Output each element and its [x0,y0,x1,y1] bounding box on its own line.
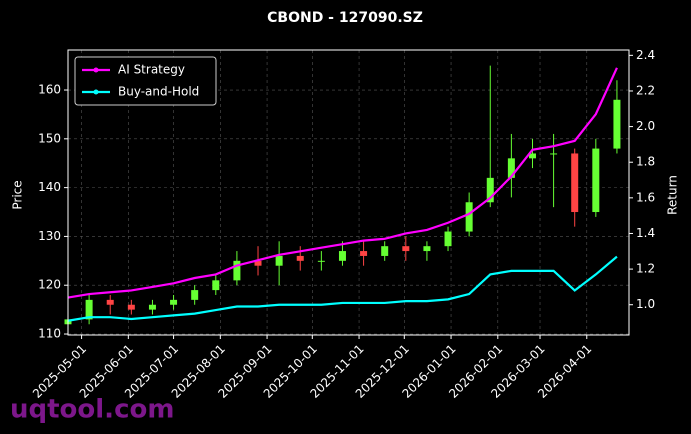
y-axis-label: Price [11,180,25,209]
candle-body [106,299,114,305]
y2-tick-label: 1.0 [636,297,655,311]
series-line [67,255,618,322]
watermark: uqtool.com [10,395,174,425]
y-tick-label: 150 [38,131,61,145]
y2-axis-label: Return [666,175,680,215]
y2-tick-label: 2.2 [636,83,655,97]
candle-body [170,299,178,305]
y2-tick-label: 1.8 [636,155,655,169]
candle-body [486,177,494,203]
candle-body [212,280,220,291]
candle-body [465,202,473,232]
legend: AI Strategy Buy-and-Hold [74,56,217,106]
candle-body [592,148,600,213]
candle-body [571,153,579,213]
candle-body [402,246,410,252]
candle-body [550,153,558,155]
y-tick-label: 140 [38,180,61,194]
candle-body [191,290,199,300]
candle-body [381,246,389,256]
legend-box [74,56,217,106]
y2-tick-label: 2.4 [636,48,655,62]
y-tick-label: 160 [38,83,61,97]
candle-body [296,255,304,261]
y2-tick-label: 1.2 [636,262,655,276]
candle-body [148,304,156,310]
legend-marker [93,89,99,95]
candle-body [127,304,135,310]
candle-body [444,231,452,247]
legend-marker [93,67,99,73]
y2-tick-label: 2.0 [636,119,655,133]
candle-body [254,260,262,266]
chart-title: CBOND - 127090.SZ [267,10,423,26]
candle-body [85,299,93,320]
candle-body [528,153,536,159]
plot-frame [67,49,630,336]
candle-body [317,260,325,262]
legend-label: Buy-and-Hold [118,85,199,99]
candle-body [613,99,621,149]
candle-body [233,260,241,281]
legend-label: AI Strategy [118,63,185,77]
series-line [67,67,618,299]
y-tick-label: 120 [38,278,61,292]
y-tick-label: 130 [38,229,61,243]
y2-tick-label: 1.6 [636,190,655,204]
y-tick-label: 110 [38,327,61,341]
candle-body [423,246,431,252]
candle-body [360,251,368,256]
candle-body [275,255,283,266]
y2-tick-label: 1.4 [636,226,655,240]
candle-body [338,251,346,261]
candle-body [507,158,515,178]
